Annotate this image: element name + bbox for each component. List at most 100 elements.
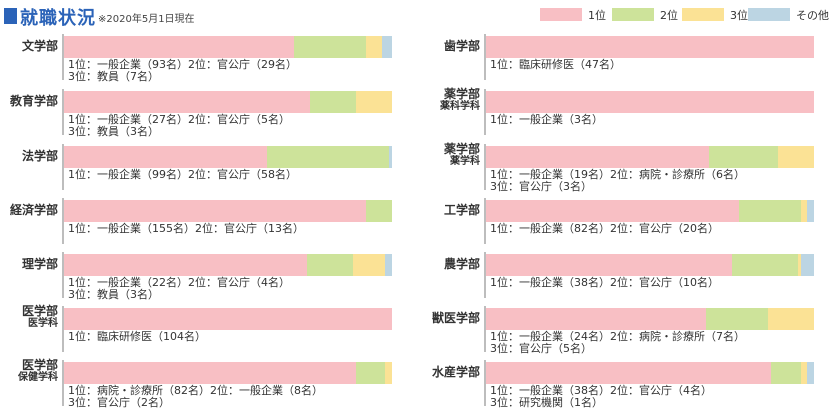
ranking-line: 3位：官公庁（5名） bbox=[490, 342, 592, 355]
ranking-detail: 1位：一般企業（3名） bbox=[490, 114, 603, 126]
bar-segment-rank-2 bbox=[709, 146, 778, 168]
faculty-name: 水産学部 bbox=[431, 365, 480, 379]
faculty-name: 教育学部 bbox=[9, 94, 58, 108]
row-axis-line bbox=[62, 306, 64, 352]
faculty-name: 文学部 bbox=[21, 39, 58, 53]
faculty-label: 医学部 医学科 bbox=[0, 304, 58, 330]
row-axis-line bbox=[62, 252, 64, 298]
faculty-department: 薬学科 bbox=[450, 156, 480, 167]
stacked-bar bbox=[64, 36, 392, 58]
ranking-line: 1位：一般企業（19名）2位：病院・診療所（6名） bbox=[490, 168, 745, 181]
ranking-detail: 1位：一般企業（93名）2位：官公庁（29名） 3位：教員（7名） bbox=[68, 59, 297, 83]
ranking-detail: 1位：病院・診療所（82名）2位：一般企業（8名） 3位：官公庁（2名） bbox=[68, 385, 323, 409]
faculty-row: 理学部 1位：一般企業（22名）2位：官公庁（4名） 3位：教員（3名） bbox=[0, 252, 392, 308]
stacked-bar bbox=[64, 254, 392, 276]
stacked-bar bbox=[486, 308, 814, 330]
stacked-bar bbox=[64, 91, 392, 113]
ranking-detail: 1位：一般企業（27名）2位：官公庁（5名） 3位：教員（3名） bbox=[68, 114, 290, 138]
bar-segment-rank-2 bbox=[365, 200, 392, 222]
stacked-bar bbox=[486, 146, 814, 168]
bar-segment-rank-1 bbox=[486, 308, 706, 330]
bar-segment-rank-1 bbox=[64, 200, 366, 222]
bar-segment-rank-4 bbox=[385, 254, 392, 276]
faculty-row: 獣医学部 1位：一般企業（24名）2位：病院・診療所（7名） 3位：官公庁（5名） bbox=[422, 306, 814, 362]
bar-segment-rank-1 bbox=[64, 254, 307, 276]
ranking-line: 3位：官公庁（2名） bbox=[68, 396, 170, 409]
faculty-name: 医学部 bbox=[21, 304, 58, 318]
legend-swatch-2 bbox=[612, 8, 654, 21]
ranking-line: 1位：一般企業（82名）2位：官公庁（20名） bbox=[490, 222, 719, 235]
faculty-name: 工学部 bbox=[443, 203, 480, 217]
bar-segment-rank-3 bbox=[768, 308, 814, 330]
ranking-line: 3位：教員（7名） bbox=[68, 70, 159, 83]
bar-segment-rank-4 bbox=[800, 254, 814, 276]
bar-segment-rank-3 bbox=[365, 36, 383, 58]
row-axis-line bbox=[484, 306, 486, 352]
ranking-line: 1位：一般企業（38名）2位：官公庁（4名） bbox=[490, 384, 712, 397]
bar-segment-rank-1 bbox=[64, 91, 310, 113]
faculty-row: 薬学部 薬学科 1位：一般企業（19名）2位：病院・診療所（6名） 3位：官公庁（3名… bbox=[422, 142, 814, 200]
bar-segment-rank-2 bbox=[705, 308, 769, 330]
faculty-name: 農学部 bbox=[443, 257, 480, 271]
bar-segment-rank-1 bbox=[64, 36, 294, 58]
ranking-detail: 1位：臨床研修医（104名） bbox=[68, 331, 206, 343]
bar-segment-rank-2 bbox=[293, 36, 366, 58]
ranking-detail: 1位：一般企業（38名）2位：官公庁（4名） 3位：研究機関（1名） bbox=[490, 385, 712, 409]
faculty-row: 法学部 1位：一般企業（99名）2位：官公庁（58名） bbox=[0, 144, 392, 200]
stacked-bar bbox=[486, 362, 814, 384]
bar-segment-rank-4 bbox=[388, 146, 392, 168]
faculty-row: 歯学部 1位：臨床研修医（47名） bbox=[422, 34, 814, 90]
title-square-icon bbox=[4, 8, 17, 24]
ranking-line: 1位：臨床研修医（104名） bbox=[68, 330, 206, 343]
ranking-detail: 1位：一般企業（99名）2位：官公庁（58名） bbox=[68, 169, 297, 181]
faculty-row: 文学部 1位：一般企業（93名）2位：官公庁（29名） 3位：教員（7名） bbox=[0, 34, 392, 90]
bar-segment-rank-1 bbox=[486, 91, 814, 113]
ranking-line: 1位：一般企業（24名）2位：病院・診療所（7名） bbox=[490, 330, 745, 343]
page-title: 就職状況 bbox=[20, 8, 96, 29]
ranking-line: 3位：教員（3名） bbox=[68, 288, 159, 301]
legend-label-2: 2位 bbox=[660, 9, 678, 22]
bar-segment-rank-2 bbox=[306, 254, 353, 276]
bar-segment-rank-1 bbox=[486, 254, 732, 276]
faculty-label: 文学部 bbox=[0, 39, 58, 53]
bar-segment-rank-1 bbox=[486, 200, 739, 222]
row-axis-line bbox=[62, 360, 64, 406]
faculty-label: 教育学部 bbox=[0, 94, 58, 108]
ranking-detail: 1位：一般企業（24名）2位：病院・診療所（7名） 3位：官公庁（5名） bbox=[490, 331, 745, 355]
stacked-bar bbox=[486, 36, 814, 58]
faculty-row: 経済学部 1位：一般企業（155名）2位：官公庁（13名） bbox=[0, 198, 392, 254]
bar-segment-rank-2 bbox=[310, 91, 356, 113]
faculty-row: 教育学部 1位：一般企業（27名）2位：官公庁（5名） 3位：教員（3名） bbox=[0, 89, 392, 145]
bar-segment-rank-2 bbox=[355, 362, 386, 384]
ranking-line: 1位：一般企業（93名）2位：官公庁（29名） bbox=[68, 58, 297, 71]
faculty-row: 医学部 医学科 1位：臨床研修医（104名） bbox=[0, 304, 392, 362]
row-axis-line bbox=[62, 89, 64, 135]
faculty-name: 理学部 bbox=[21, 257, 58, 271]
faculty-label: 法学部 bbox=[0, 149, 58, 163]
bar-segment-rank-3 bbox=[355, 91, 392, 113]
ranking-line: 3位：研究機関（1名） bbox=[490, 396, 603, 409]
row-axis-line bbox=[484, 198, 486, 244]
faculty-row: 農学部 1位：一般企業（38名）2位：官公庁（10名） bbox=[422, 252, 814, 308]
faculty-department: 薬科学科 bbox=[440, 101, 480, 112]
faculty-row: 工学部 1位：一般企業（82名）2位：官公庁（20名） bbox=[422, 198, 814, 254]
bar-segment-rank-3 bbox=[800, 362, 808, 384]
header: 就職状況 ※2020年5月1日現在 bbox=[0, 0, 834, 30]
bar-segment-rank-1 bbox=[486, 146, 710, 168]
bar-segment-rank-4 bbox=[807, 200, 814, 222]
ranking-detail: 1位：一般企業（82名）2位：官公庁（20名） bbox=[490, 223, 719, 235]
ranking-line: 3位：教員（3名） bbox=[68, 125, 159, 138]
ranking-line: 1位：一般企業（22名）2位：官公庁（4名） bbox=[68, 276, 290, 289]
faculty-row: 薬学部 薬科学科 1位：一般企業（3名） bbox=[422, 87, 814, 145]
bar-segment-rank-2 bbox=[732, 254, 798, 276]
bar-segment-rank-1 bbox=[486, 362, 772, 384]
faculty-row: 水産学部 1位：一般企業（38名）2位：官公庁（4名） 3位：研究機関（1名） bbox=[422, 360, 814, 416]
bar-segment-rank-4 bbox=[807, 362, 814, 384]
row-axis-line bbox=[484, 34, 486, 80]
bar-segment-rank-2 bbox=[267, 146, 389, 168]
ranking-line: 1位：一般企業（27名）2位：官公庁（5名） bbox=[68, 113, 290, 126]
ranking-detail: 1位：臨床研修医（47名） bbox=[490, 59, 621, 71]
stacked-bar bbox=[64, 362, 392, 384]
faculty-label: 薬学部 薬学科 bbox=[422, 142, 480, 168]
bar-segment-rank-4 bbox=[382, 36, 392, 58]
